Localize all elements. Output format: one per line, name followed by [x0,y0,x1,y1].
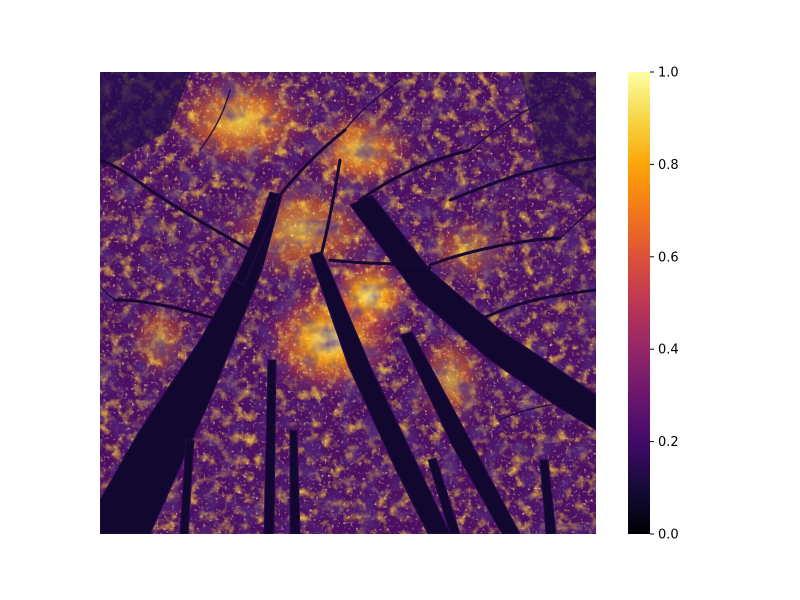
colormapped-forest-image [100,72,596,534]
colorbar: 0.0 0.2 0.4 0.6 0.8 1.0 [628,66,679,543]
colorbar-ticks: 0.0 0.2 0.4 0.6 0.8 1.0 [650,66,679,543]
colorbar-tick-label: 0.8 [658,158,679,173]
colorbar-tick-label: 0.0 [658,528,679,543]
colorbar-gradient [628,72,650,534]
colorbar-tick-label: 0.6 [658,250,679,265]
colorbar-tick-label: 0.4 [658,343,679,358]
colorbar-tick-label: 1.0 [658,66,679,81]
colorbar-tick-label: 0.2 [658,435,679,450]
